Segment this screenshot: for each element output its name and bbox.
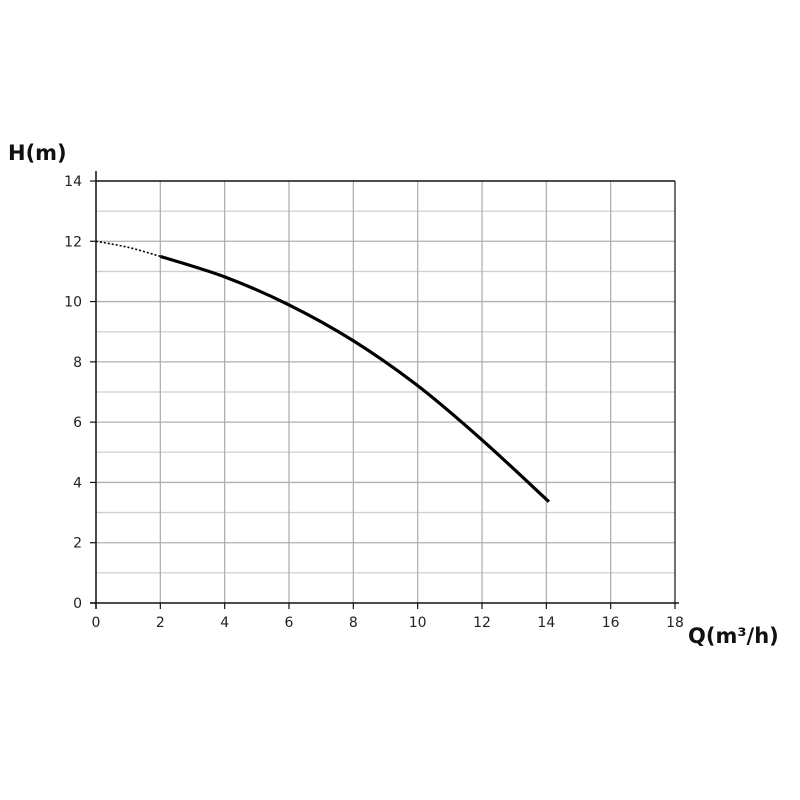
y-tick-label: 6: [73, 415, 82, 431]
curve-dotted-extrapolation: [95, 240, 161, 258]
x-tick-label: 6: [285, 615, 294, 631]
x-tick-label: 4: [220, 615, 229, 631]
y-tick-label: 12: [64, 234, 82, 250]
x-tick-label: 12: [473, 615, 491, 631]
x-tick-label: 0: [92, 615, 101, 631]
pump-curve-line: [159, 254, 550, 503]
x-axis-label: Q(m³/h): [688, 624, 779, 648]
x-tick-label: 18: [666, 615, 684, 631]
y-tick-label: 8: [73, 355, 82, 371]
series: [95, 240, 550, 503]
x-tick-label: 14: [537, 615, 555, 631]
y-axis-label: H(m): [8, 141, 67, 165]
y-tick-labels: 0 2 4 6 8 10 12 14: [64, 174, 82, 612]
grid: [96, 181, 675, 603]
x-tick-label: 16: [602, 615, 620, 631]
y-tick-label: 4: [73, 475, 82, 491]
x-tick-labels: 0 2 4 6 8 10 12 14 16 18: [92, 615, 684, 631]
y-tick-label: 14: [64, 174, 82, 190]
x-tick-label: 8: [349, 615, 358, 631]
y-tick-label: 0: [73, 596, 82, 612]
y-tick-label: 2: [73, 536, 82, 552]
axes: [90, 171, 679, 609]
y-tick-label: 10: [64, 295, 82, 311]
x-tick-label: 10: [409, 615, 427, 631]
x-tick-label: 2: [156, 615, 165, 631]
